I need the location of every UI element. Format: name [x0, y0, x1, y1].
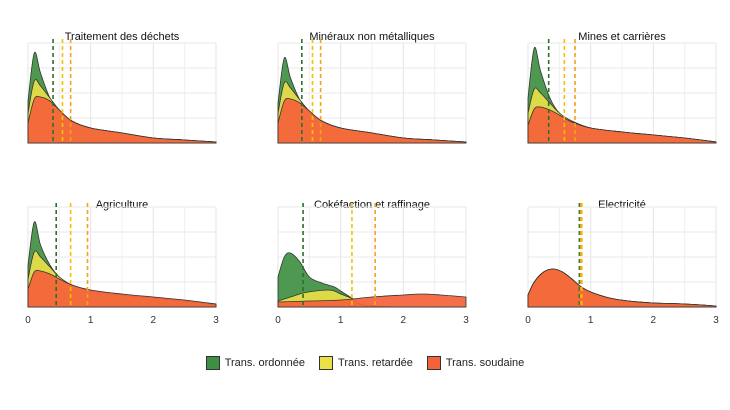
panel-agriculture: Agriculture 0 1 2 3 [25, 199, 219, 326]
x-tick-label: 3 [213, 315, 219, 326]
panel-electricite: Electricité 0 1 2 3 [525, 199, 719, 326]
panel-title: Mines et carrières [578, 31, 666, 43]
legend: Trans. ordonnée Trans. retardée Trans. s… [0, 356, 730, 370]
legend-swatch-soudaine [426, 356, 441, 370]
x-tick-label: 1 [338, 315, 344, 326]
legend-item-ordonnee: Trans. ordonnée [205, 356, 306, 370]
x-tick-label: 2 [401, 315, 407, 326]
panel-mines-et-carrieres: Mines et carrières [527, 31, 717, 144]
panel-title: Traitement des déchets [65, 31, 180, 43]
legend-swatch-retardee [319, 356, 334, 370]
panel-cokefaction-et-raffinage: Cokéfaction et raffinage 0 1 2 3 [275, 199, 469, 326]
legend-item-retardee: Trans. retardée [319, 356, 413, 370]
panel-traitement-des-dechets: Traitement des déchets [27, 31, 217, 144]
panel-title: Cokéfaction et raffinage [314, 199, 430, 211]
legend-item-soudaine: Trans. soudaine [426, 356, 525, 370]
legend-swatch-ordonnee [205, 356, 220, 370]
legend-label-soudaine: Trans. soudaine [445, 357, 525, 369]
density-area-soudaine [277, 97, 467, 144]
x-tick-label: 0 [525, 315, 531, 326]
x-tick-label: 0 [25, 315, 31, 326]
panel-title: Minéraux non métalliques [309, 31, 435, 43]
x-tick-label: 2 [151, 315, 157, 326]
legend-label-ordonnee: Trans. ordonnée [224, 357, 306, 369]
legend-label-retardee: Trans. retardée [338, 357, 413, 369]
panel-title: Agriculture [96, 199, 149, 211]
panel-mineraux-non-metalliques: Minéraux non métalliques [277, 31, 467, 144]
x-tick-label: 3 [713, 315, 719, 326]
x-tick-label: 3 [463, 315, 469, 326]
density-area-soudaine [27, 95, 217, 144]
x-tick-label: 1 [88, 315, 94, 326]
density-area-soudaine [277, 293, 467, 308]
density-area-soudaine [27, 269, 217, 308]
x-tick-label: 1 [588, 315, 594, 326]
x-tick-label: 2 [651, 315, 657, 326]
panel-title: Electricité [598, 199, 646, 211]
x-tick-label: 0 [275, 315, 281, 326]
